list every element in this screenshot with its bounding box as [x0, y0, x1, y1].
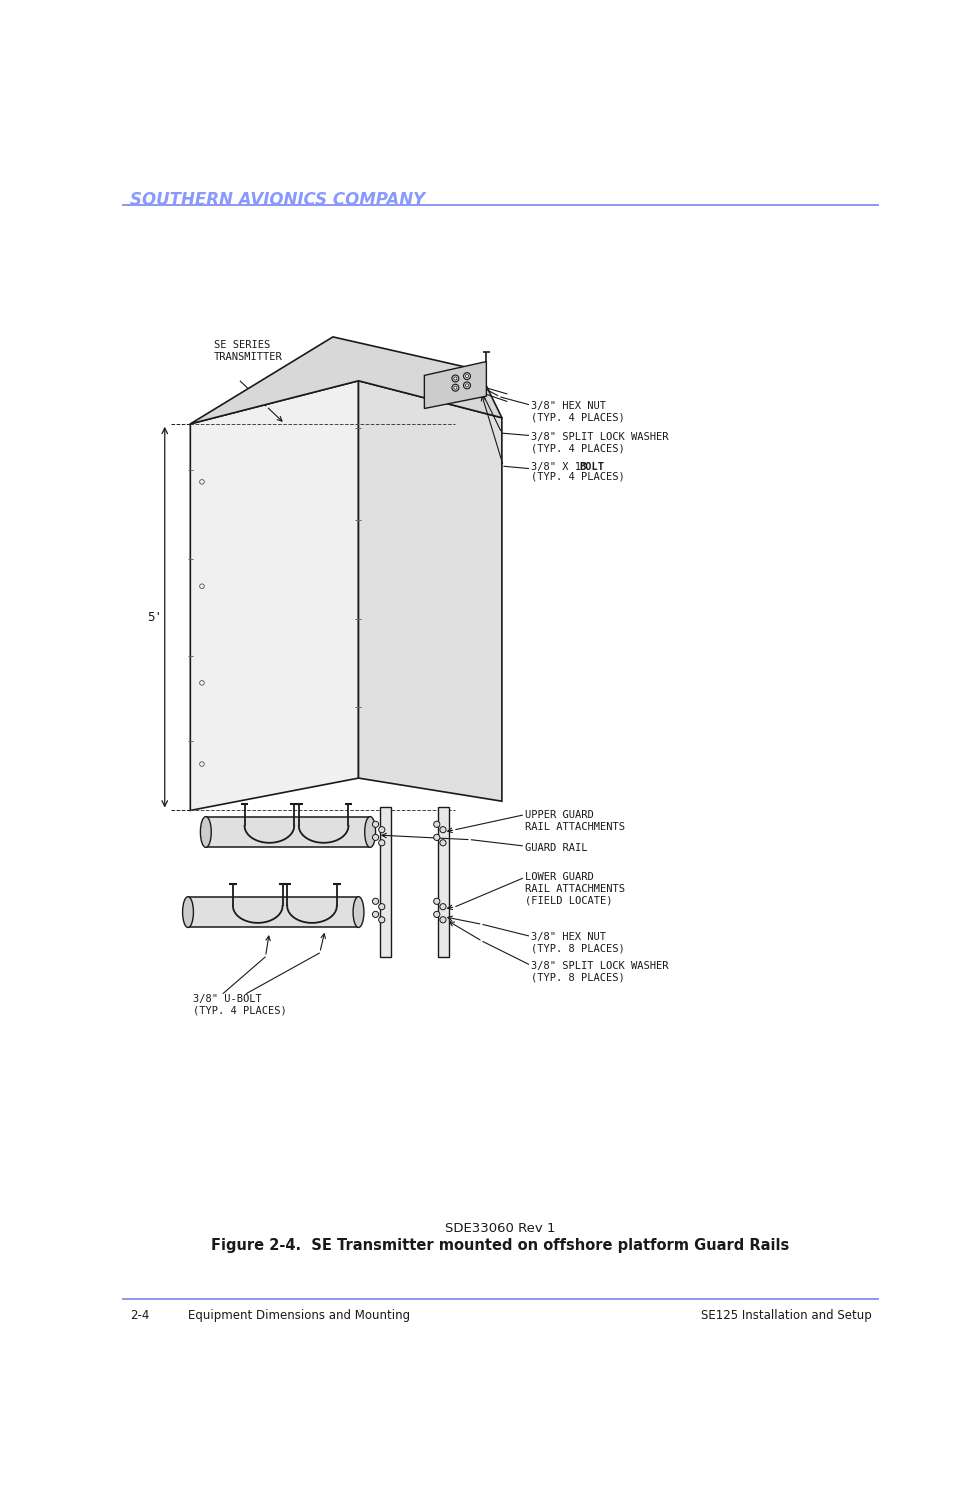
Text: UPPER GUARD
RAIL ATTACHMENTS: UPPER GUARD RAIL ATTACHMENTS	[525, 810, 625, 833]
Circle shape	[452, 385, 459, 391]
Text: GUARD RAIL: GUARD RAIL	[525, 843, 587, 853]
Circle shape	[440, 916, 446, 924]
Text: 3/8" SPLIT LOCK WASHER
(TYP. 8 PLACES): 3/8" SPLIT LOCK WASHER (TYP. 8 PLACES)	[531, 961, 669, 982]
Ellipse shape	[200, 816, 211, 847]
Text: 3/8" SPLIT LOCK WASHER
(TYP. 4 PLACES): 3/8" SPLIT LOCK WASHER (TYP. 4 PLACES)	[531, 431, 669, 454]
Circle shape	[434, 898, 440, 904]
Circle shape	[454, 386, 457, 389]
Circle shape	[454, 377, 457, 380]
Bar	[380, 807, 391, 956]
Circle shape	[372, 898, 379, 904]
Polygon shape	[424, 361, 487, 409]
Ellipse shape	[183, 897, 193, 928]
Text: SDE33060 Rev 1: SDE33060 Rev 1	[446, 1222, 556, 1235]
Circle shape	[379, 904, 385, 910]
Circle shape	[372, 821, 379, 828]
Ellipse shape	[353, 897, 363, 928]
Text: Equipment Dimensions and Mounting: Equipment Dimensions and Mounting	[188, 1310, 410, 1322]
Text: 3/8" HEX NUT
(TYP. 4 PLACES): 3/8" HEX NUT (TYP. 4 PLACES)	[531, 401, 625, 422]
Circle shape	[372, 912, 379, 918]
Text: 3/8" X 1": 3/8" X 1"	[531, 463, 594, 473]
Text: LOWER GUARD
RAIL ATTACHMENTS
(FIELD LOCATE): LOWER GUARD RAIL ATTACHMENTS (FIELD LOCA…	[525, 871, 625, 906]
Circle shape	[452, 374, 459, 382]
Text: 3/8" HEX NUT
(TYP. 8 PLACES): 3/8" HEX NUT (TYP. 8 PLACES)	[531, 932, 625, 953]
Bar	[439, 807, 449, 956]
Text: SE SERIES
TRANSMITTER: SE SERIES TRANSMITTER	[214, 340, 282, 363]
Ellipse shape	[364, 816, 375, 847]
Circle shape	[379, 840, 385, 846]
Circle shape	[440, 904, 446, 910]
Circle shape	[434, 821, 440, 828]
Text: SOUTHERN AVIONICS COMPANY: SOUTHERN AVIONICS COMPANY	[130, 191, 425, 209]
Text: SE125 Installation and Setup: SE125 Installation and Setup	[701, 1310, 871, 1322]
Polygon shape	[191, 337, 502, 424]
Circle shape	[440, 840, 446, 846]
Polygon shape	[188, 897, 359, 928]
Circle shape	[379, 827, 385, 833]
Circle shape	[465, 383, 469, 386]
Polygon shape	[359, 380, 502, 801]
Circle shape	[440, 827, 446, 833]
Text: BOLT: BOLT	[579, 463, 605, 473]
Text: 3/8" U-BOLT
(TYP. 4 PLACES): 3/8" U-BOLT (TYP. 4 PLACES)	[193, 994, 287, 1015]
Circle shape	[465, 374, 469, 377]
Circle shape	[463, 373, 471, 379]
Text: 2-4: 2-4	[130, 1310, 149, 1322]
Circle shape	[372, 834, 379, 840]
Text: 5': 5'	[147, 610, 161, 624]
Circle shape	[434, 912, 440, 918]
Polygon shape	[206, 816, 370, 847]
Text: (TYP. 4 PLACES): (TYP. 4 PLACES)	[531, 471, 625, 482]
Polygon shape	[191, 380, 359, 810]
Text: Figure 2-4.  SE Transmitter mounted on offshore platform Guard Rails: Figure 2-4. SE Transmitter mounted on of…	[211, 1238, 789, 1253]
Circle shape	[379, 916, 385, 924]
Circle shape	[463, 382, 471, 389]
Circle shape	[434, 834, 440, 840]
